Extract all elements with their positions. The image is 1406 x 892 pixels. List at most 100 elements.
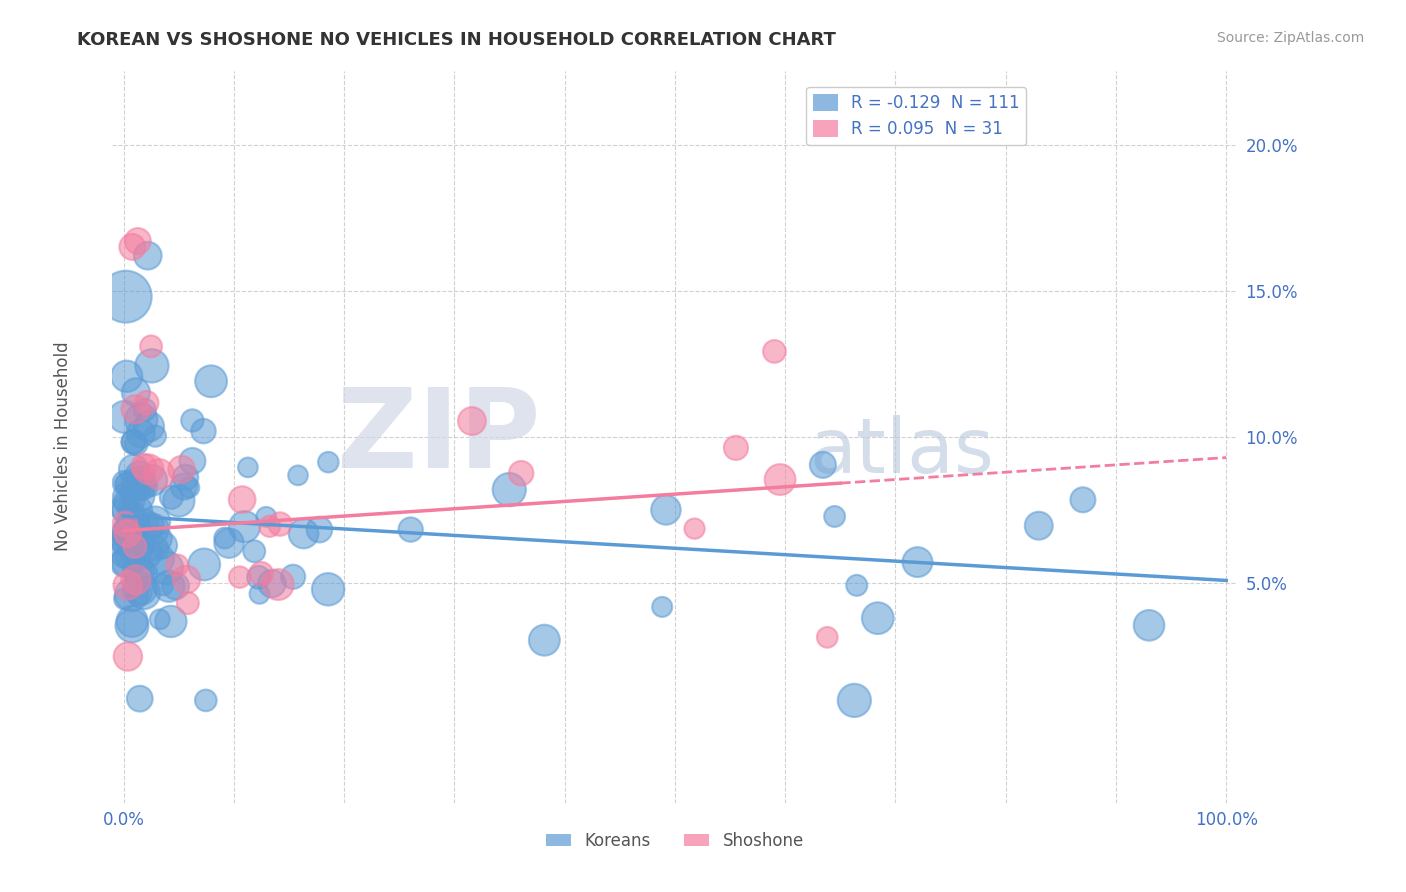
Point xyxy=(724,441,747,455)
Point xyxy=(122,434,145,449)
Point xyxy=(498,483,520,497)
Point xyxy=(399,523,422,537)
Point xyxy=(231,492,253,507)
Point xyxy=(907,555,929,569)
Point xyxy=(139,339,162,353)
Point xyxy=(132,459,155,474)
Point xyxy=(124,521,146,535)
Point xyxy=(131,517,153,532)
Point xyxy=(129,426,152,441)
Point xyxy=(115,494,138,508)
Point xyxy=(118,521,141,535)
Point xyxy=(267,577,290,591)
Point xyxy=(138,462,160,476)
Point xyxy=(148,467,170,482)
Point xyxy=(292,526,315,541)
Point xyxy=(1028,518,1050,533)
Point xyxy=(120,588,142,602)
Point xyxy=(236,460,259,475)
Point xyxy=(228,570,250,584)
Point xyxy=(316,582,339,597)
Point xyxy=(651,599,673,614)
Point xyxy=(128,469,150,483)
Point xyxy=(308,523,330,537)
Point xyxy=(127,482,149,496)
Point xyxy=(174,470,197,484)
Point xyxy=(844,693,866,707)
Point xyxy=(117,555,139,569)
Point xyxy=(1071,492,1094,507)
Point xyxy=(141,359,163,373)
Point xyxy=(254,509,277,524)
Point xyxy=(114,290,136,304)
Point xyxy=(250,566,273,581)
Point xyxy=(1137,618,1160,632)
Point xyxy=(135,396,157,410)
Point xyxy=(128,691,150,706)
Point xyxy=(124,504,146,518)
Point xyxy=(148,551,170,566)
Point xyxy=(247,570,270,584)
Point xyxy=(128,476,150,491)
Point xyxy=(769,473,792,487)
Point xyxy=(287,468,309,483)
Point xyxy=(655,503,678,517)
Point xyxy=(153,538,176,552)
Point xyxy=(117,477,139,491)
Point xyxy=(173,479,195,493)
Point xyxy=(121,240,143,254)
Point xyxy=(249,587,271,601)
Point xyxy=(117,578,139,592)
Point xyxy=(134,403,156,417)
Point xyxy=(461,414,484,428)
Point xyxy=(139,519,162,533)
Point xyxy=(243,544,266,558)
Point xyxy=(117,649,139,664)
Legend: Koreans, Shoshone: Koreans, Shoshone xyxy=(540,825,810,856)
Point xyxy=(259,519,281,533)
Point xyxy=(176,573,198,587)
Text: ZIP: ZIP xyxy=(336,384,540,491)
Point xyxy=(127,541,149,555)
Point xyxy=(122,435,145,450)
Point xyxy=(127,234,149,248)
Point xyxy=(124,540,146,554)
Point xyxy=(132,566,155,581)
Point xyxy=(114,475,136,490)
Point xyxy=(281,570,304,584)
Point xyxy=(160,615,183,629)
Point xyxy=(165,579,187,593)
Point xyxy=(115,535,138,549)
Point xyxy=(121,619,143,633)
Point xyxy=(114,409,136,424)
Point xyxy=(160,490,183,504)
Point xyxy=(218,536,240,550)
Point xyxy=(127,489,149,503)
Point xyxy=(533,633,555,648)
Point xyxy=(194,693,217,707)
Point xyxy=(138,419,160,434)
Point xyxy=(166,558,188,573)
Point xyxy=(145,541,167,556)
Point xyxy=(114,529,136,543)
Point xyxy=(815,630,838,644)
Point xyxy=(181,413,204,427)
Point xyxy=(114,476,136,491)
Point xyxy=(114,591,136,606)
Point xyxy=(125,385,148,400)
Point xyxy=(824,509,846,524)
Point xyxy=(152,578,174,592)
Point xyxy=(114,535,136,549)
Point xyxy=(193,558,215,572)
Point xyxy=(157,579,180,593)
Point xyxy=(167,494,190,508)
Point xyxy=(114,527,136,541)
Point xyxy=(114,503,136,517)
Point xyxy=(135,546,157,560)
Point xyxy=(141,473,163,487)
Point xyxy=(125,549,148,564)
Point xyxy=(149,612,172,626)
Point xyxy=(124,402,146,417)
Point xyxy=(156,561,179,575)
Point xyxy=(128,565,150,579)
